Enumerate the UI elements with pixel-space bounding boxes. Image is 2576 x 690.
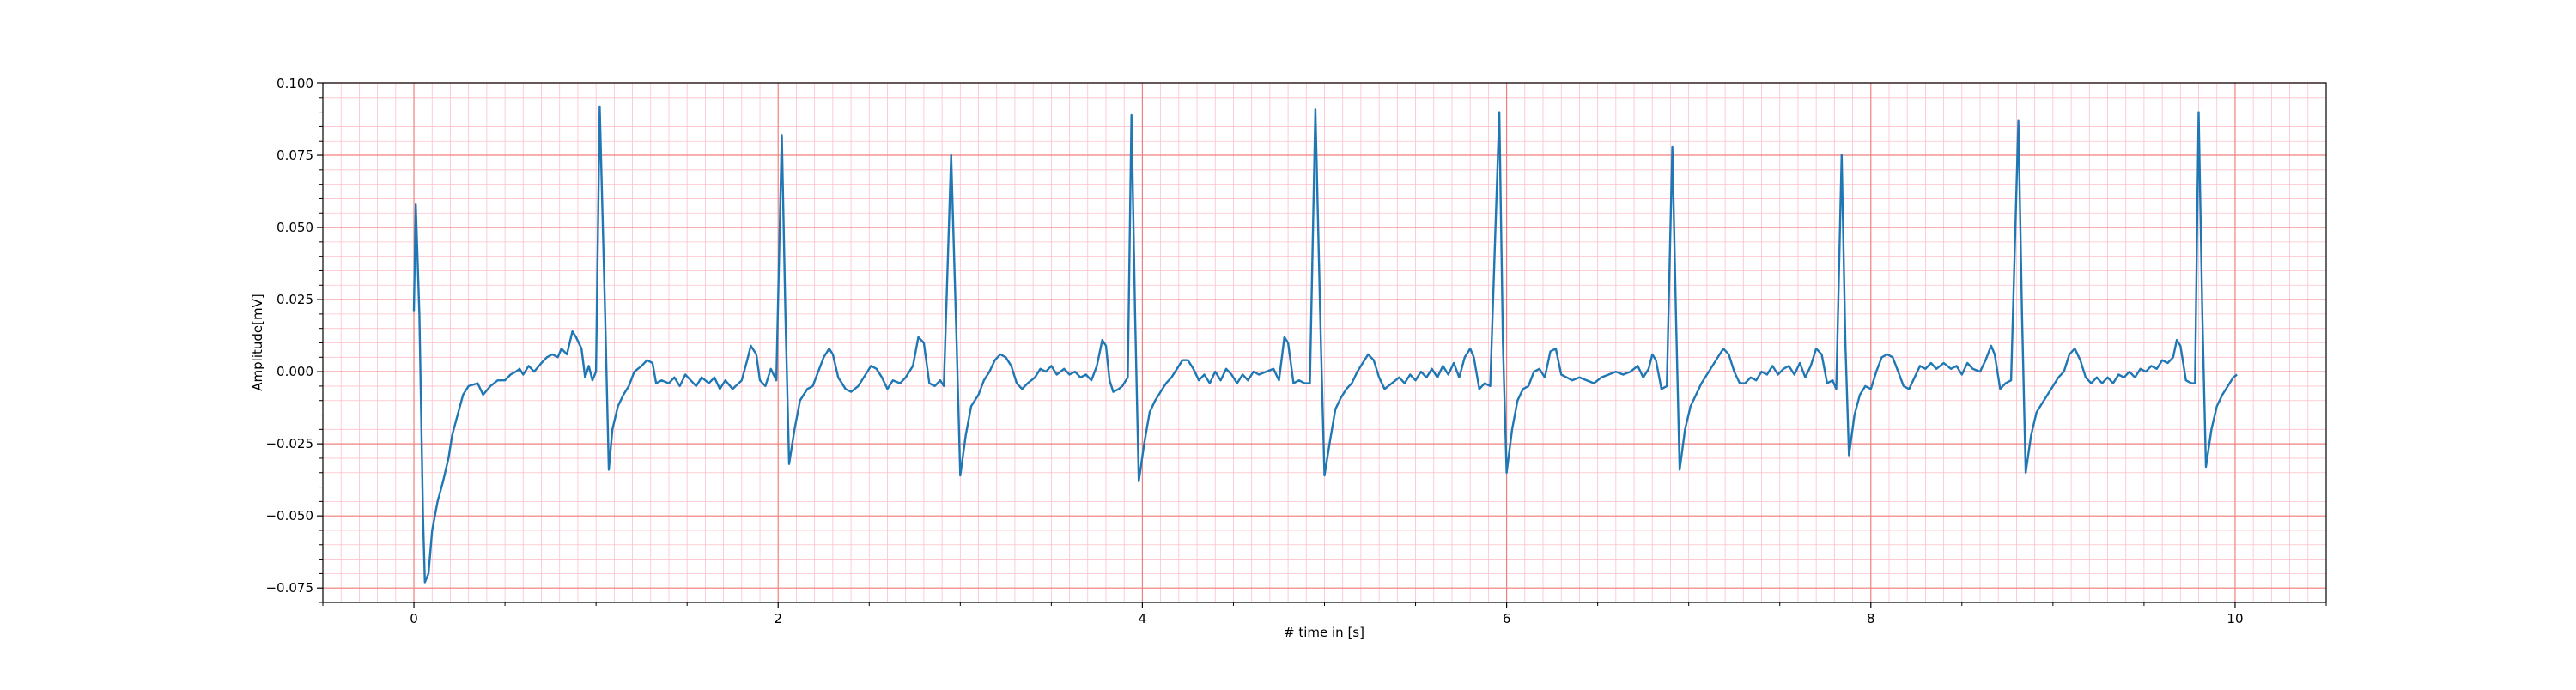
x-tick-label: 6	[1503, 611, 1511, 626]
x-axis-label: # time in [s]	[1284, 625, 1364, 640]
y-tick-label: 0.100	[276, 76, 313, 91]
y-tick-label: 0.025	[276, 292, 313, 307]
x-tick-label: 4	[1139, 611, 1147, 626]
x-tick-label: 2	[774, 611, 782, 626]
y-tick-label: −0.050	[265, 508, 313, 524]
signal-line	[412, 105, 2238, 584]
x-tick-label: 0	[410, 611, 418, 626]
y-tick-label: −0.025	[265, 436, 313, 451]
x-tick-label: 10	[2227, 611, 2243, 626]
y-tick-label: 0.050	[276, 220, 313, 235]
x-axis: 0 2 4 6 8 10	[322, 602, 2327, 626]
y-tick-label: −0.075	[265, 580, 313, 596]
y-tick-label: 0.075	[276, 148, 313, 163]
x-tick-label: 8	[1867, 611, 1875, 626]
y-axis-label: Amplitude[mV]	[250, 294, 265, 390]
y-tick-label: 0.000	[276, 364, 313, 379]
y-axis: −0.075 −0.050 −0.025 0.000 0.025 0.050 0.075 0.…	[265, 76, 323, 603]
